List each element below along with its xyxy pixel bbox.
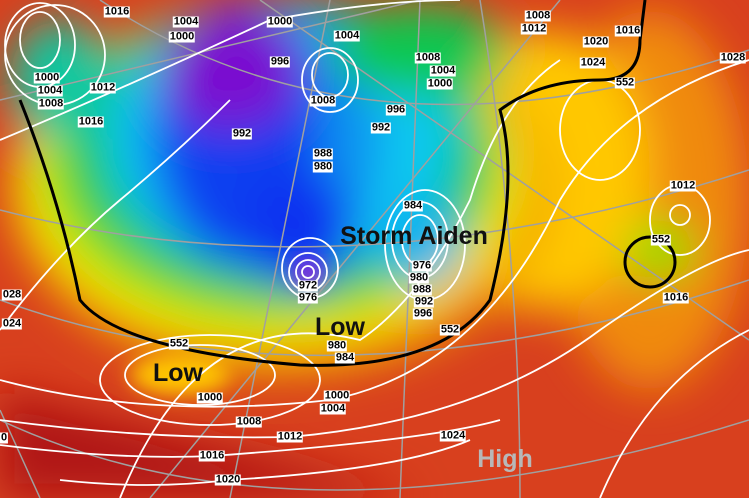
isobar-label: 1000	[323, 389, 351, 402]
isobar-label: 1020	[214, 473, 242, 486]
isobar-label: 1012	[276, 430, 304, 443]
isobar-label: 984	[402, 199, 424, 212]
isobar-label: 1016	[662, 291, 690, 304]
isobar-label: 1004	[172, 15, 200, 28]
isobar-label: 1016	[77, 115, 105, 128]
isobar-label: 980	[408, 271, 430, 284]
isobar-label: 1020	[582, 35, 610, 48]
low-pressure-system-label: Low	[315, 313, 365, 341]
low-pressure-system-label: Low	[153, 359, 203, 387]
isobar-label: 1004	[429, 64, 457, 77]
isobar-label: 1000	[426, 77, 454, 90]
isobar-label: 1012	[669, 179, 697, 192]
isobar-label: 028	[1, 288, 23, 301]
isobar-label: 992	[370, 121, 392, 134]
isobar-label: 1012	[520, 22, 548, 35]
isobar-label: 1004	[333, 29, 361, 42]
isobar-label: 024	[1, 317, 23, 330]
isobar-label: 1016	[103, 5, 131, 18]
isobar-label: 0	[0, 431, 9, 444]
isobar-label: 1016	[198, 449, 226, 462]
isobar-label: 996	[385, 103, 407, 116]
isobar-label: 1004	[319, 402, 347, 415]
isobar-label: 1000	[168, 30, 196, 43]
isobar-label: 976	[297, 291, 319, 304]
isobar-label: 1008	[37, 97, 65, 110]
isobar-label: 992	[231, 127, 253, 140]
isobar-label: 992	[413, 295, 435, 308]
low-pressure-system-label: Storm Aiden	[340, 222, 488, 250]
isobar-label: 1004	[36, 84, 64, 97]
isobar-label: 980	[312, 160, 334, 173]
isobar-label: 1012	[89, 81, 117, 94]
isobar-label: 996	[269, 55, 291, 68]
isobar-label: 1000	[266, 15, 294, 28]
isobar-label: 1000	[33, 71, 61, 84]
high-pressure-system-label: High	[477, 445, 533, 473]
isobar-label: 1008	[309, 94, 337, 107]
isobar-label: 1016	[614, 24, 642, 37]
isobar-label: 552	[168, 337, 190, 350]
isobar-label: 1008	[414, 51, 442, 64]
isobar-label: 1008	[524, 9, 552, 22]
isobar-label: 552	[650, 233, 672, 246]
isobar-label: 552	[614, 76, 636, 89]
isobar-label: 988	[411, 283, 433, 296]
isobar-label: 1028	[719, 51, 747, 64]
isobar-label: 972	[297, 279, 319, 292]
isobar-label: 988	[312, 147, 334, 160]
isobar-label: 976	[411, 259, 433, 272]
isobar-label: 996	[412, 307, 434, 320]
isobar-label: 1024	[439, 429, 467, 442]
isobar-label: 1024	[579, 56, 607, 69]
isobar-label: 1008	[235, 415, 263, 428]
isobar-label: 552	[439, 323, 461, 336]
isobar-label: 980	[326, 339, 348, 352]
isobar-label: 984	[334, 351, 356, 364]
isobar-label: 1000	[196, 391, 224, 404]
